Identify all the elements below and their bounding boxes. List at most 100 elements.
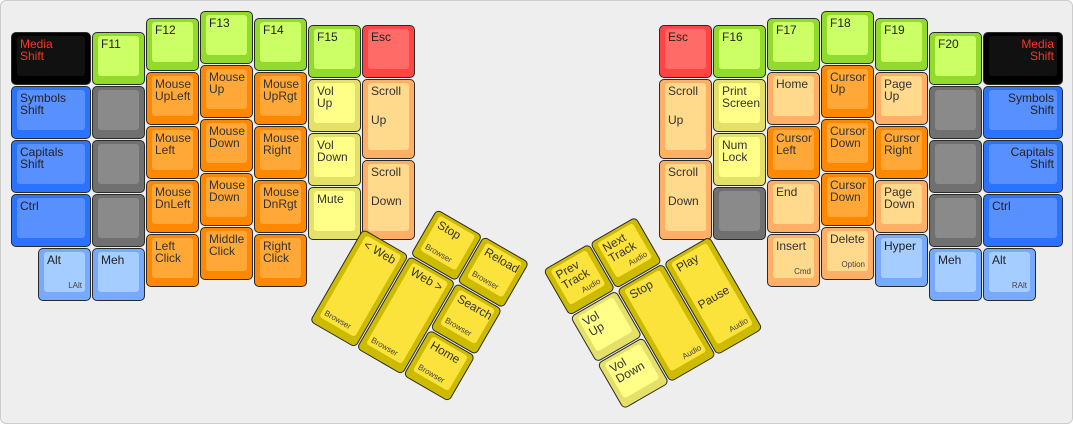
key-label: Left Click (155, 239, 181, 265)
key-mouse-dnrgt[interactable]: Mouse DnRgt (254, 180, 307, 233)
key-blank[interactable] (92, 194, 145, 247)
key-page-up[interactable]: Page Up (875, 72, 928, 125)
key-f13[interactable]: F13 (200, 11, 253, 64)
key-alt[interactable]: Alt RAlt (983, 248, 1036, 301)
key-f15[interactable]: F15 (308, 25, 361, 78)
key-symbols-shift[interactable]: Symbols Shift (11, 86, 91, 139)
key-middle-click[interactable]: Middle Click (200, 227, 253, 280)
keycap: Delete Option (827, 231, 868, 271)
keycap: Page Down (881, 184, 922, 224)
key-scroll-down[interactable]: Scroll Down (362, 160, 415, 240)
key-label: Cursor Right (884, 131, 921, 157)
key-mouse-right[interactable]: Mouse Right (254, 126, 307, 179)
key-meh[interactable]: Meh (929, 248, 982, 301)
key-end[interactable]: End (767, 180, 820, 233)
key-label: Symbols Shift (20, 91, 67, 117)
key-blank[interactable] (92, 140, 145, 193)
key-right-click[interactable]: Right Click (254, 234, 307, 287)
key-blank[interactable] (713, 187, 766, 240)
key-mouse-left[interactable]: Mouse Left (146, 126, 199, 179)
key-ctrl[interactable]: Ctrl (11, 194, 91, 247)
keycap: Media Shift (989, 36, 1057, 76)
key-cursor-right[interactable]: Cursor Right (875, 126, 928, 179)
key-left-click[interactable]: Left Click (146, 234, 199, 287)
key-mouse-down[interactable]: Mouse Down (200, 173, 253, 226)
key-label: Mouse DnRgt (263, 185, 300, 211)
key-capitals-shift[interactable]: Capitals Shift (11, 140, 91, 193)
key-label: Middle Click (209, 232, 245, 258)
key-page-down[interactable]: Page Down (875, 180, 928, 233)
key-symbols-shift[interactable]: Symbols Shift (983, 86, 1063, 139)
key-hyper[interactable]: Hyper (875, 234, 928, 287)
key-esc[interactable]: Esc (659, 25, 712, 78)
key-f14[interactable]: F14 (254, 18, 307, 71)
key-cursor-down[interactable]: Cursor Down (821, 119, 874, 172)
key-label-secondary: Down (668, 194, 699, 208)
key-ctrl[interactable]: Ctrl (983, 194, 1063, 247)
key-mute[interactable]: Mute (308, 187, 361, 240)
key-label: Mute (317, 192, 344, 206)
key-media-shift[interactable]: Media Shift (983, 32, 1063, 85)
key-f20[interactable]: F20 (929, 32, 982, 85)
key-home[interactable]: Home (767, 72, 820, 125)
key-vol-down[interactable]: Vol Down (308, 133, 361, 186)
key-media-shift[interactable]: Media Shift (11, 32, 91, 85)
key-num-lock[interactable]: Num Lock (713, 133, 766, 186)
key-f12[interactable]: F12 (146, 18, 199, 71)
key-scroll-up[interactable]: Scroll Up (362, 79, 415, 159)
key-blank[interactable] (929, 86, 982, 139)
key-blank[interactable] (92, 86, 145, 139)
key-mouse-dnleft[interactable]: Mouse DnLeft (146, 180, 199, 233)
key-label: F11 (101, 37, 121, 51)
key-sublabel: Browser (369, 335, 400, 359)
key-label: Scroll (668, 165, 699, 179)
key-f16[interactable]: F16 (713, 25, 766, 78)
key-label: Media Shift (20, 37, 53, 63)
key-meh[interactable]: Meh (92, 248, 145, 301)
key-cursor-down[interactable]: Cursor Down (821, 173, 874, 226)
key-insert[interactable]: Insert Cmd (767, 234, 820, 287)
key-mouse-uprgt[interactable]: Mouse UpRgt (254, 72, 307, 125)
key-capitals-shift[interactable]: Capitals Shift (983, 140, 1063, 193)
key-blank[interactable] (929, 194, 982, 247)
key-label: Mouse Right (263, 131, 300, 157)
key-label: Esc (668, 30, 689, 44)
key-scroll-down[interactable]: Scroll Down (659, 160, 712, 240)
keycap: Symbols Shift (17, 90, 85, 130)
key-f11[interactable]: F11 (92, 32, 145, 85)
key-f17[interactable]: F17 (767, 18, 820, 71)
key-label: Num Lock (722, 138, 748, 164)
key-vol-up[interactable]: Vol Up (308, 79, 361, 132)
key-blank[interactable] (929, 140, 982, 193)
key-label: Mouse Down (209, 124, 246, 150)
key-mouse-up[interactable]: Mouse Up (200, 65, 253, 118)
keycap (935, 90, 976, 130)
keycap: Mute (314, 191, 355, 231)
keycap: Mouse UpRgt (260, 76, 301, 116)
key-f19[interactable]: F19 (875, 18, 928, 71)
keycap: Reload Browser (466, 242, 523, 298)
key-label: Cursor Down (830, 124, 867, 150)
key-cursor-up[interactable]: Cursor Up (821, 65, 874, 118)
keycap (935, 198, 976, 238)
key-label: Alt (992, 253, 1007, 267)
key-label: Mouse UpRgt (263, 77, 300, 103)
key-label: Reload (481, 244, 522, 276)
key-scroll-up[interactable]: Scroll Up (659, 79, 712, 159)
key-delete[interactable]: Delete Option (821, 227, 874, 280)
keycap: Insert Cmd (773, 238, 814, 278)
key-mouse-down[interactable]: Mouse Down (200, 119, 253, 172)
key-esc[interactable]: Esc (362, 25, 415, 78)
key-alt[interactable]: Alt LAlt (38, 248, 91, 301)
keycap: F17 (773, 22, 814, 62)
keycap: Home (773, 76, 814, 116)
keycap: Cursor Down (827, 177, 868, 217)
key-label: Page Up (884, 77, 913, 103)
key-f18[interactable]: F18 (821, 11, 874, 64)
key-label: Meh (101, 253, 125, 267)
key-mouse-upleft[interactable]: Mouse UpLeft (146, 72, 199, 125)
key-label: F19 (884, 23, 905, 37)
key-print-screen[interactable]: Print Screen (713, 79, 766, 132)
key-label: Print Screen (722, 84, 761, 110)
key-cursor-left[interactable]: Cursor Left (767, 126, 820, 179)
